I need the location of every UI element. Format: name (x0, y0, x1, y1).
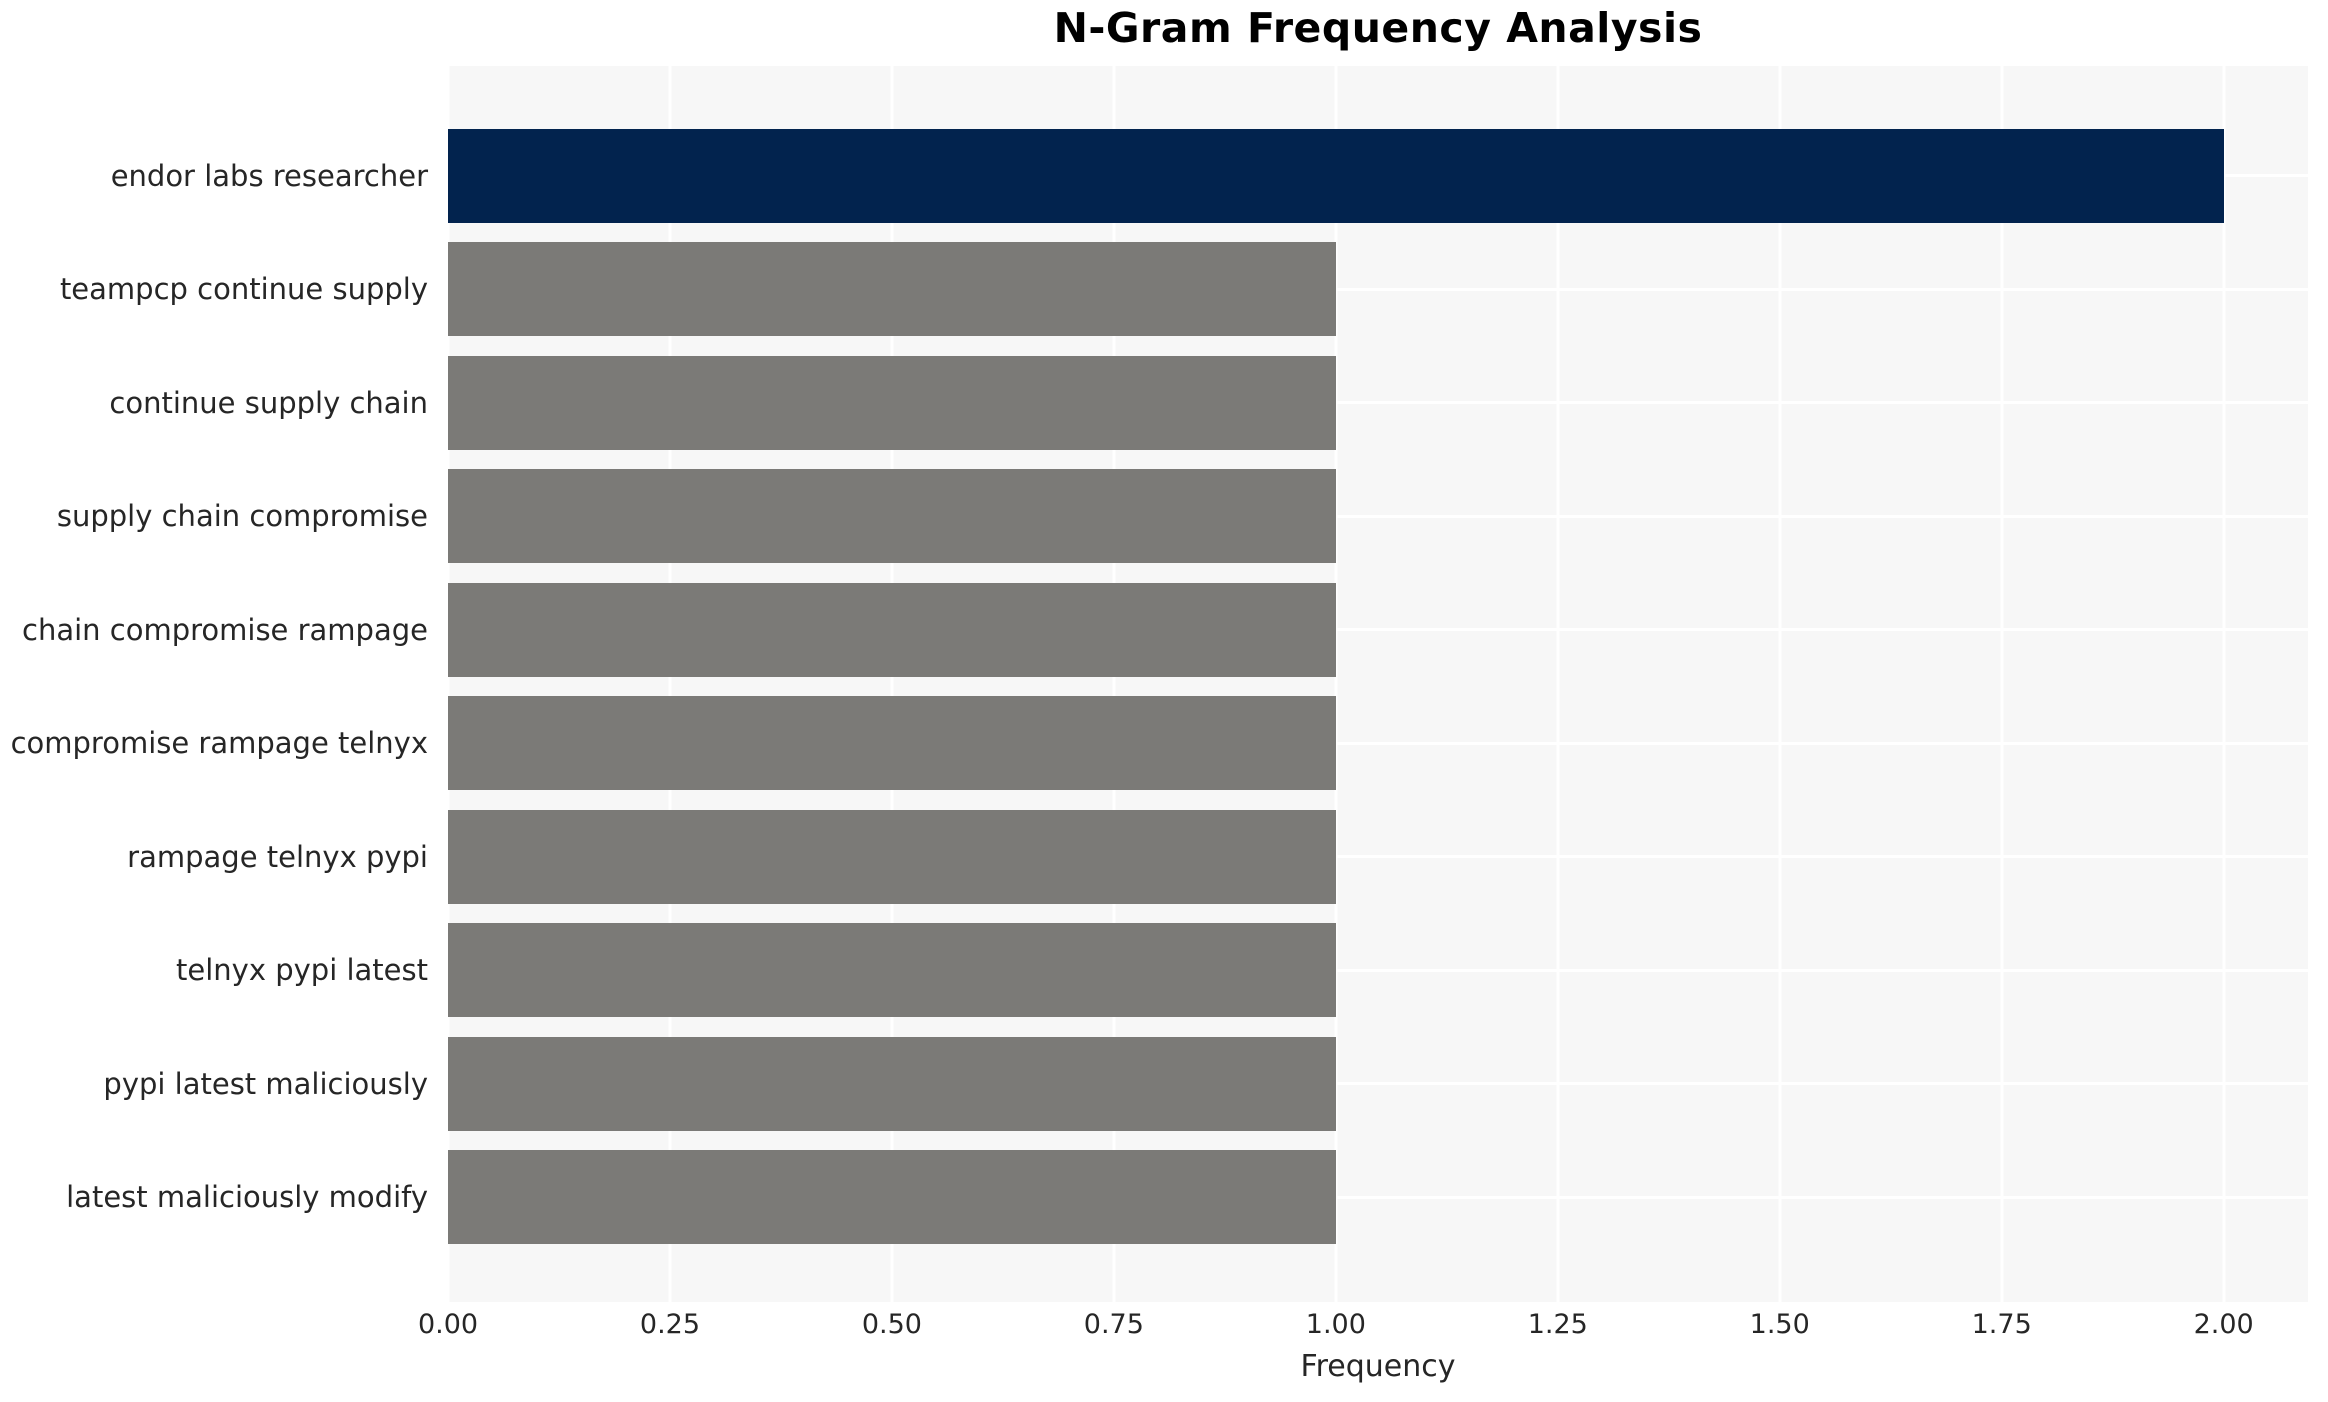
bar (448, 923, 1336, 1018)
y-gridline (448, 514, 2308, 518)
x-gridline (890, 66, 894, 1302)
x-tick-label: 0.00 (417, 1309, 479, 1340)
x-tick-label: 1.50 (1749, 1309, 1810, 1340)
bar-row (448, 800, 2308, 914)
x-gridline (1556, 66, 1560, 1302)
y-tick-label: continue supply chain (109, 385, 428, 420)
bar (448, 128, 2224, 223)
bar-row (448, 119, 2308, 233)
x-gridline (2222, 66, 2226, 1302)
bar (448, 809, 1336, 904)
bar (448, 696, 1336, 791)
x-tick-label: 1.75 (1971, 1309, 2032, 1340)
x-gridline (1112, 66, 1116, 1302)
y-gridline (448, 628, 2308, 632)
y-tick-label: teampcp continue supply (59, 272, 428, 307)
y-gridline (448, 741, 2308, 745)
bar (448, 242, 1336, 337)
bar-row (448, 460, 2308, 574)
bar-row (448, 1141, 2308, 1255)
y-tick-label: pypi latest maliciously (103, 1066, 428, 1101)
y-gridline (448, 855, 2308, 859)
bar-row (448, 573, 2308, 687)
x-axis-ticks: 0.00 0.25 0.50 0.75 1.00 1.25 1.50 1.75 2.00 (418, 1309, 2308, 1345)
x-gridline (668, 66, 672, 1302)
y-gridline (448, 401, 2308, 405)
x-axis-title: Frequency (1300, 1349, 1456, 1384)
bar-row (448, 233, 2308, 347)
y-gridline (448, 1195, 2308, 1199)
bar (448, 1150, 1336, 1245)
x-gridline (1778, 66, 1782, 1302)
bar-row (448, 687, 2308, 801)
y-gridline (448, 1082, 2308, 1086)
chart-title: N-Gram Frequency Analysis (1053, 4, 1703, 52)
bar (448, 469, 1336, 564)
y-tick-label: rampage telnyx pypi (127, 839, 428, 874)
y-tick-label: chain compromise rampage (22, 612, 428, 647)
y-gridline (448, 287, 2308, 291)
vertical-gridlines (446, 66, 2308, 1302)
x-tick-label: 1.00 (1305, 1309, 1366, 1340)
x-tick-label: 2.00 (2193, 1309, 2254, 1340)
x-tick-label: 0.75 (1083, 1309, 1144, 1340)
y-gridline (448, 968, 2308, 972)
x-tick-label: 1.25 (1527, 1309, 1588, 1340)
x-gridline (2000, 66, 2004, 1302)
x-gridline (1334, 66, 1338, 1302)
bar-row (448, 1027, 2308, 1141)
x-tick-label: 0.25 (639, 1309, 701, 1340)
x-gridline (446, 66, 450, 1302)
y-tick-label: supply chain compromise (56, 499, 428, 534)
bar (448, 355, 1336, 450)
bar-row (448, 346, 2308, 460)
y-axis-labels: endor labs researcher teampcp continue su… (0, 66, 438, 1302)
plot-area (446, 66, 2308, 1302)
bar (448, 582, 1336, 677)
y-tick-label: telnyx pypi latest (176, 953, 428, 988)
y-tick-label: compromise rampage telnyx (10, 726, 428, 761)
y-tick-label: latest maliciously modify (66, 1180, 428, 1215)
bar (448, 1036, 1336, 1131)
bar-row (448, 914, 2308, 1028)
x-tick-label: 0.50 (861, 1309, 922, 1340)
y-tick-label: endor labs researcher (110, 158, 428, 193)
bar-rows (448, 66, 2308, 1302)
